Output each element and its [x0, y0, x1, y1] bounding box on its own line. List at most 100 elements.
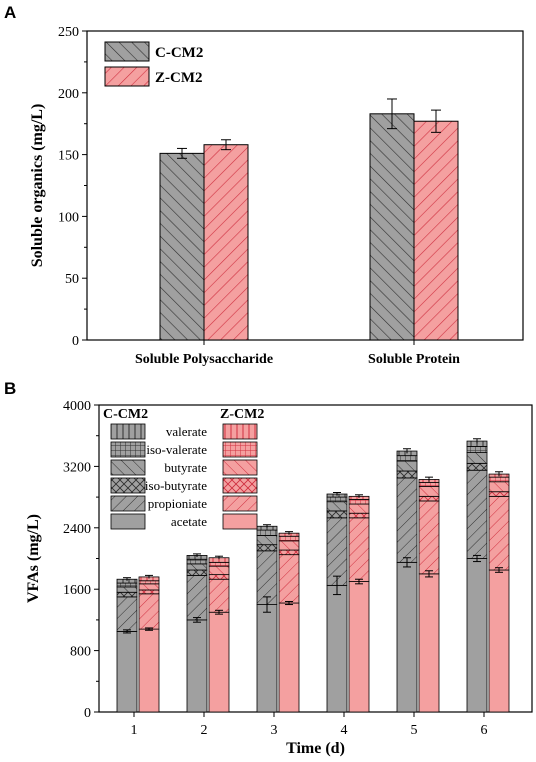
y-tick-label: 0	[72, 334, 79, 349]
x-tick-label: 2	[201, 723, 208, 738]
stack-z-cm2-acetate	[138, 628, 160, 713]
stack-z-cm2-iso-butyrate	[348, 512, 370, 519]
legend-swatch-z-iso-valerate	[222, 441, 258, 458]
stack-c-cm2-propionate	[186, 574, 208, 621]
stack-c-cm2-iso-valerate	[396, 455, 418, 462]
x-tick-label: 6	[481, 723, 488, 738]
legend-label: acetate	[171, 514, 207, 529]
stack-z-cm2-propionate	[138, 593, 160, 630]
legend-label: butyrate	[164, 460, 207, 475]
stack-c-cm2-iso-butyrate	[466, 462, 488, 471]
stack-z-cm2-butyrate	[208, 565, 230, 576]
stack-c-cm2-iso-butyrate	[186, 569, 208, 576]
legend-label: iso-valerate	[146, 442, 207, 457]
x-tick-label: 3	[271, 723, 278, 738]
stack-c-cm2-butyrate	[466, 452, 488, 464]
legend-swatch-z-acetate	[222, 513, 258, 530]
y-tick-label: 150	[58, 149, 79, 164]
panel-b-letter: B	[4, 379, 16, 398]
stack-z-cm2-butyrate	[348, 503, 370, 514]
stack-z-cm2-acetate	[488, 569, 510, 713]
stack-z-cm2-iso-valerate	[278, 535, 300, 542]
stack-z-cm2-propionate	[278, 554, 300, 604]
stack-z-cm2-propionate	[418, 500, 440, 575]
x-tick-label: 1	[131, 723, 138, 738]
stack-z-cm2-iso-butyrate	[418, 495, 440, 502]
stack-z-cm2-propionate	[348, 517, 370, 582]
stack-c-cm2-butyrate	[186, 563, 208, 571]
legend-swatch-z-cm2	[104, 66, 150, 87]
stack-c-cm2-propionate	[396, 477, 418, 563]
stack-z-cm2-acetate	[348, 581, 370, 713]
legend-swatch-z-propionate	[222, 495, 258, 512]
stack-c-cm2-propionate	[466, 469, 488, 559]
bar-c-cm2	[369, 113, 415, 341]
legend-label: iso-butyrate	[145, 478, 207, 493]
stack-c-cm2-iso-valerate	[326, 496, 348, 503]
stack-z-cm2-iso-valerate	[488, 476, 510, 483]
legend-label: valerate	[166, 424, 207, 439]
y-tick-label: 800	[70, 645, 91, 660]
legend-swatch-c-iso-butyrate	[110, 477, 146, 494]
y-tick-label: 50	[65, 272, 79, 287]
y-axis-title: VFAs (mg/L)	[25, 514, 42, 603]
legend-swatch-c-butyrate	[110, 459, 146, 476]
stack-c-cm2-acetate	[466, 558, 488, 713]
y-tick-label: 1600	[63, 583, 91, 598]
y-tick-label: 250	[58, 25, 79, 40]
legend-group-z: Z-CM2	[220, 407, 264, 422]
x-tick-label: 4	[341, 723, 348, 738]
stack-z-cm2-iso-butyrate	[138, 589, 160, 595]
legend-swatch-c-acetate	[110, 513, 146, 530]
x-axis-title: Time (d)	[286, 740, 345, 757]
stack-z-cm2-propionate	[208, 578, 230, 613]
legend-swatch-c-cm2	[104, 41, 150, 62]
stack-z-cm2-iso-valerate	[348, 499, 370, 505]
stack-z-cm2-butyrate	[278, 540, 300, 551]
y-axis-title: Soluble organics (mg/L)	[29, 104, 46, 268]
bar-c-cm2	[159, 152, 205, 341]
stack-z-cm2-acetate	[278, 602, 300, 713]
stack-c-cm2-iso-butyrate	[326, 510, 348, 519]
stack-z-cm2-iso-butyrate	[488, 491, 510, 497]
stack-c-cm2-butyrate	[396, 460, 418, 472]
stack-c-cm2-butyrate	[326, 501, 348, 512]
legend-swatch-z-valerate	[222, 423, 258, 440]
stack-c-cm2-acetate	[396, 561, 418, 713]
legend-label: Z-CM2	[155, 70, 203, 86]
stack-z-cm2-acetate	[208, 611, 230, 713]
stack-c-cm2-acetate	[256, 604, 278, 713]
stack-z-cm2-iso-butyrate	[208, 574, 230, 580]
legend-swatch-c-propionate	[110, 495, 146, 512]
y-tick-label: 4000	[63, 399, 91, 414]
y-tick-label: 3200	[63, 460, 91, 475]
stack-z-cm2-iso-valerate	[138, 580, 160, 585]
bar-z-cm2	[203, 144, 249, 341]
stack-z-cm2-butyrate	[418, 485, 440, 497]
stack-c-cm2-propionate	[116, 596, 138, 632]
panel-a-chart: 0 50 100 150 200 250 Soluble Polysaccharide Sol…	[29, 25, 524, 367]
x-tick-label: Soluble Protein	[368, 352, 460, 367]
stack-c-cm2-acetate	[186, 619, 208, 713]
x-tick-label: Soluble Polysaccharide	[135, 352, 273, 367]
stack-c-cm2-iso-valerate	[466, 446, 488, 453]
stack-c-cm2-iso-butyrate	[396, 470, 418, 479]
stack-c-cm2-butyrate	[116, 586, 138, 593]
stack-c-cm2-iso-valerate	[186, 558, 208, 565]
bar-z-cm2	[413, 120, 459, 341]
stack-z-cm2-iso-valerate	[208, 561, 230, 567]
y-tick-label: 0	[84, 706, 91, 721]
legend-label: propioniate	[148, 496, 207, 511]
stack-c-cm2-iso-butyrate	[256, 544, 278, 552]
panel-a-letter: A	[4, 3, 16, 22]
stack-z-cm2-propionate	[488, 495, 510, 571]
y-tick-label: 100	[58, 210, 79, 225]
stack-c-cm2-iso-butyrate	[116, 591, 138, 598]
stack-z-cm2-acetate	[418, 573, 440, 713]
stack-c-cm2-iso-valerate	[256, 529, 278, 536]
x-tick-label: 5	[411, 723, 418, 738]
stack-z-cm2-butyrate	[138, 583, 160, 591]
legend-group-c: C-CM2	[103, 407, 148, 422]
legend-swatch-z-butyrate	[222, 459, 258, 476]
